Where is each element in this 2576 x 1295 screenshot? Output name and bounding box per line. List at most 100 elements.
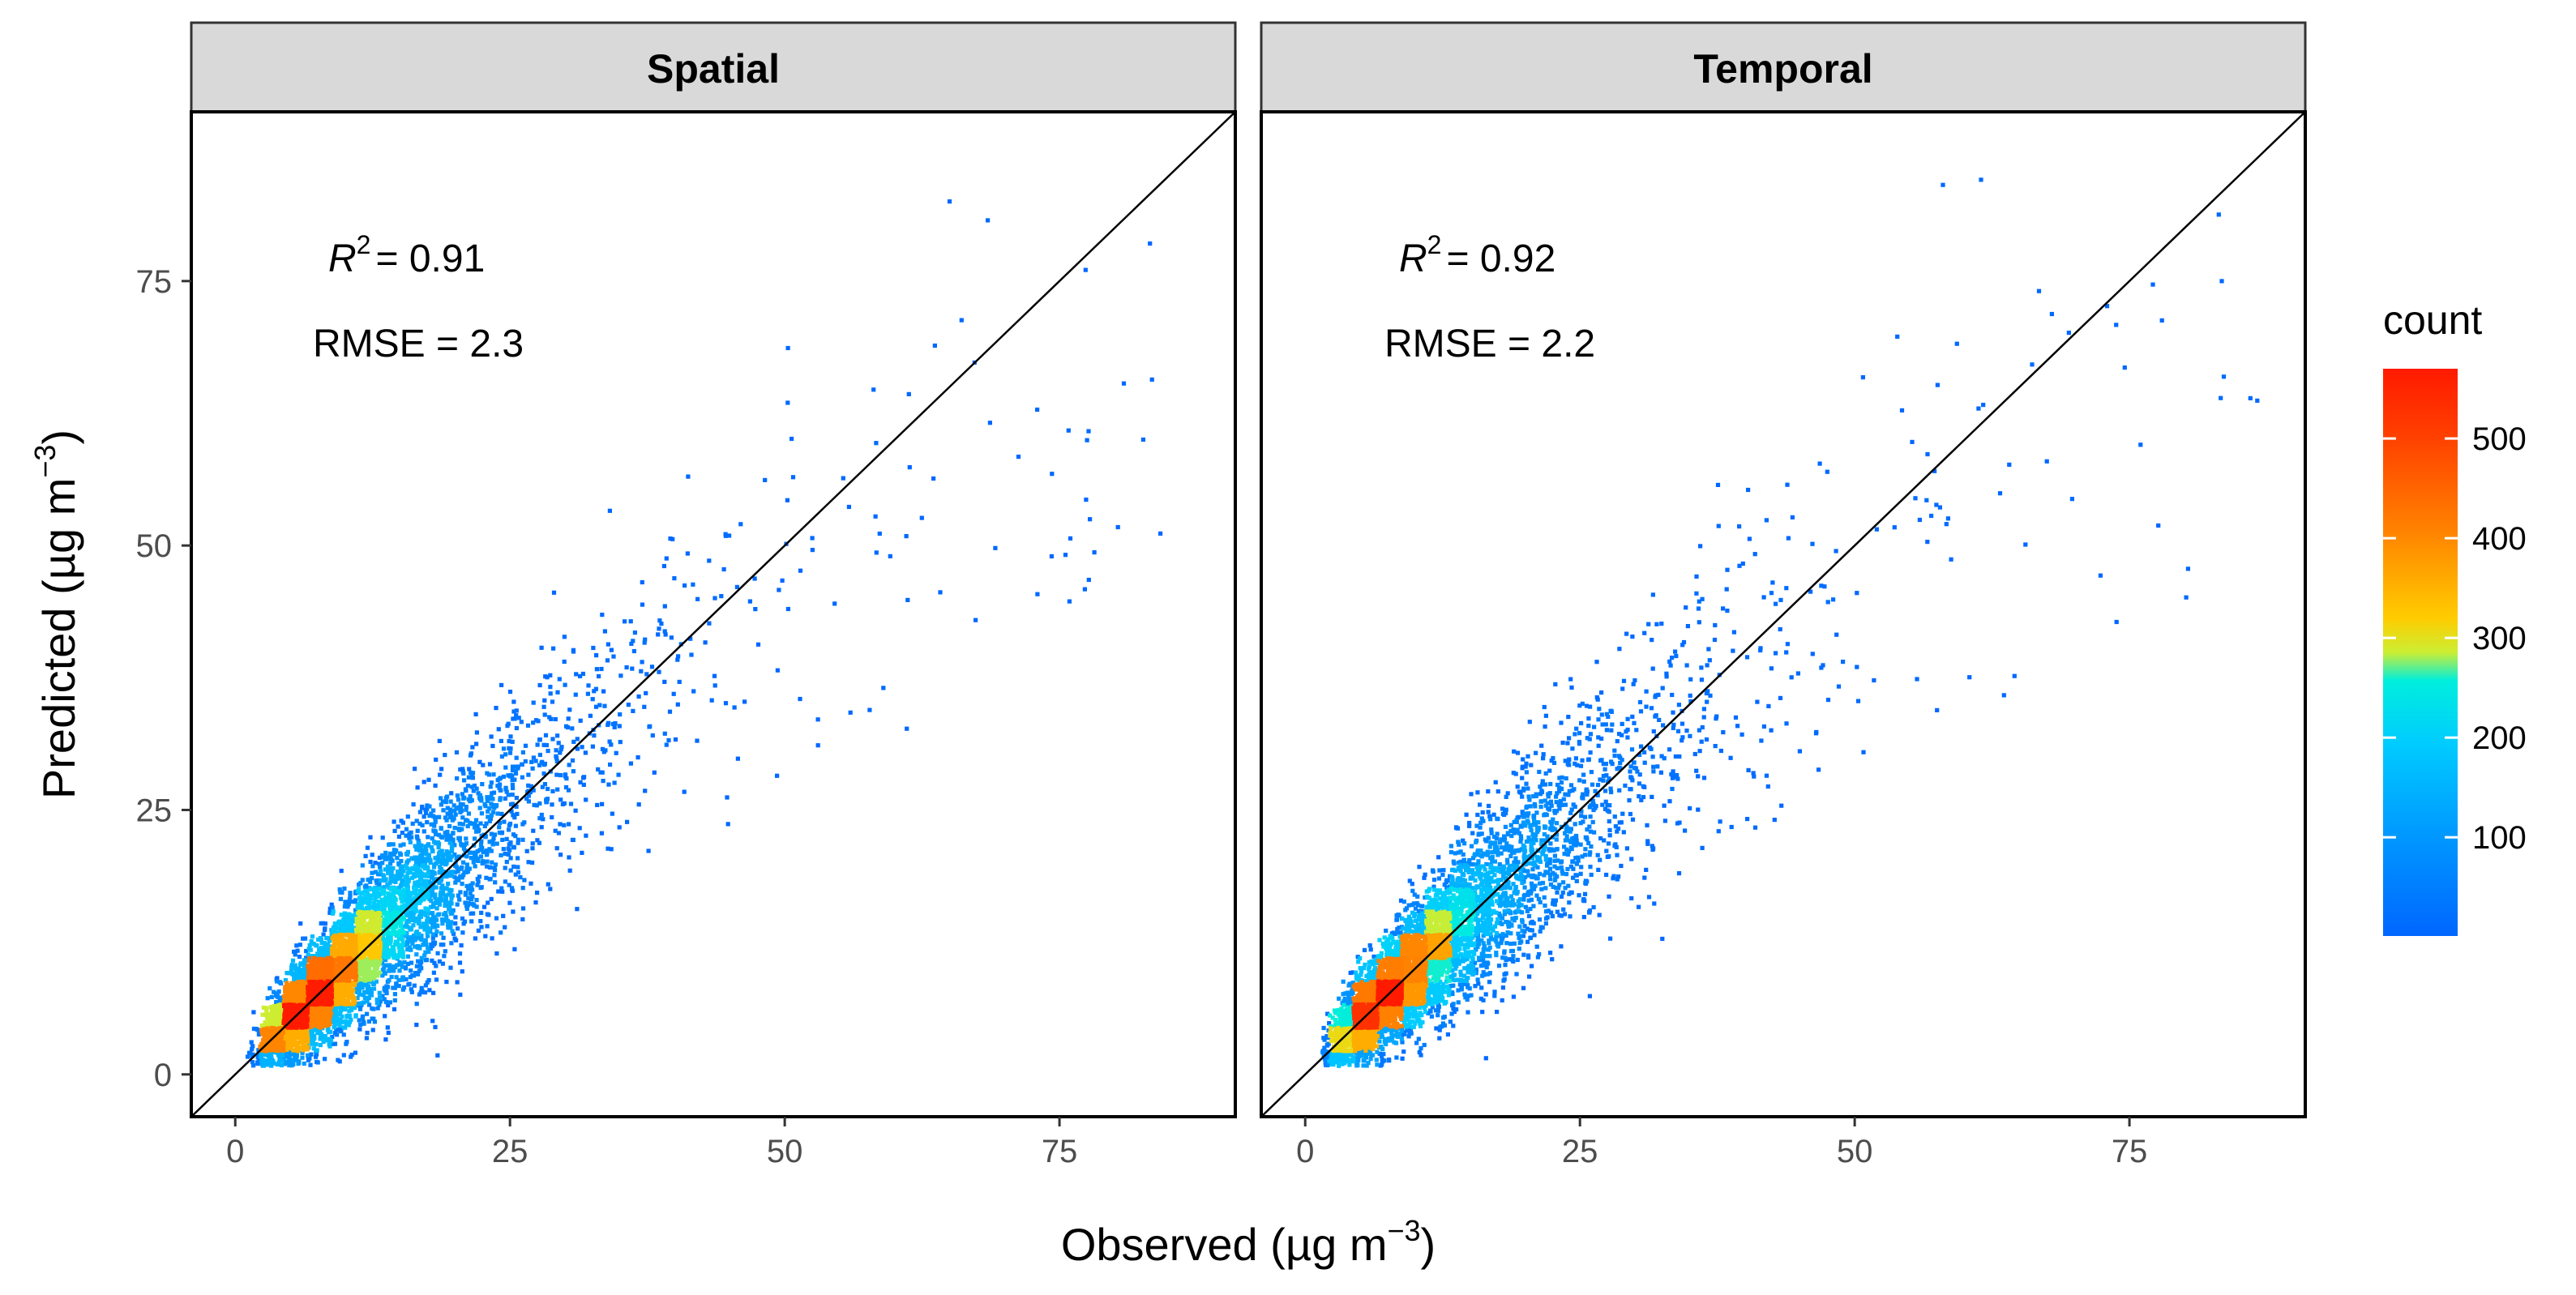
density-point: [1086, 429, 1091, 434]
density-point: [293, 963, 297, 968]
density-point: [437, 738, 442, 743]
density-point: [341, 917, 346, 922]
density-point: [497, 825, 502, 830]
density-point: [364, 972, 369, 977]
density-point: [388, 861, 393, 866]
density-point: [464, 904, 469, 908]
density-point: [375, 1006, 380, 1011]
density-point: [407, 836, 412, 840]
density-point: [422, 953, 427, 958]
density-point: [396, 861, 401, 865]
density-point: [433, 924, 438, 929]
density-point: [306, 1053, 310, 1058]
density-point: [357, 1027, 362, 1032]
density-point: [420, 863, 425, 868]
density-point: [405, 961, 410, 966]
density-point: [285, 1054, 289, 1059]
density-point: [785, 400, 790, 405]
density-point: [334, 970, 339, 975]
density-point: [434, 900, 439, 904]
density-point: [567, 707, 572, 712]
density-point: [419, 966, 424, 971]
density-point: [522, 820, 527, 825]
density-point: [580, 850, 584, 855]
density-point: [330, 905, 335, 910]
density-point: [357, 1007, 363, 1011]
density-point: [318, 1019, 323, 1024]
density-point: [542, 761, 547, 767]
density-point: [321, 932, 326, 937]
density-point: [297, 1059, 302, 1064]
density-point: [504, 836, 509, 841]
density-point: [417, 810, 422, 814]
density-point: [434, 906, 439, 911]
density-point: [370, 1028, 375, 1032]
density-point: [441, 869, 446, 874]
density-point: [601, 779, 605, 784]
density-point: [395, 955, 400, 959]
density-point: [475, 823, 480, 828]
density-point: [417, 862, 421, 867]
density-point: [454, 876, 459, 881]
density-point: [664, 742, 669, 747]
density-point: [370, 864, 375, 869]
density-point: [507, 883, 511, 887]
density-point: [332, 934, 336, 938]
density-point: [374, 878, 379, 883]
density-point: [376, 903, 381, 908]
density-point: [562, 823, 567, 827]
density-point: [526, 860, 531, 865]
density-point: [367, 904, 372, 908]
density-point: [274, 1000, 279, 1005]
density-point: [336, 1018, 340, 1023]
density-point: [370, 1016, 374, 1021]
density-point: [371, 986, 377, 991]
density-point: [434, 964, 439, 968]
density-point: [458, 805, 463, 810]
density-point: [480, 861, 485, 865]
density-point: [367, 899, 372, 904]
density-point: [362, 900, 366, 904]
density-point: [417, 889, 422, 894]
density-point: [431, 940, 436, 945]
density-point: [405, 882, 410, 887]
density-point: [323, 1057, 327, 1062]
density-point: [365, 1030, 370, 1036]
density-point: [376, 910, 381, 916]
density-point: [487, 818, 492, 823]
density-point: [434, 757, 439, 762]
density-point: [378, 869, 383, 874]
density-point: [272, 1016, 277, 1021]
density-point: [430, 888, 435, 893]
density-point: [483, 834, 488, 839]
density-point: [712, 683, 717, 688]
density-point: [874, 441, 879, 446]
density-point: [492, 865, 497, 870]
density-point: [494, 951, 499, 956]
density-point: [301, 972, 306, 977]
density-point: [426, 949, 431, 955]
density-point: [798, 568, 803, 573]
density-point: [323, 1034, 327, 1039]
density-point: [570, 758, 576, 763]
density-point: [320, 1013, 325, 1018]
density-point: [526, 783, 531, 788]
density-point: [447, 836, 451, 841]
density-point: [486, 900, 490, 905]
density-point: [265, 1015, 270, 1020]
density-point: [340, 987, 345, 992]
density-point: [479, 833, 484, 838]
density-point: [306, 952, 310, 957]
density-point: [431, 970, 436, 975]
density-point: [286, 1044, 291, 1049]
density-point: [551, 590, 557, 595]
density-point: [448, 811, 453, 816]
density-point: [451, 908, 456, 912]
density-point: [469, 896, 474, 901]
density-point: [437, 912, 442, 917]
density-point: [580, 745, 584, 750]
density-point: [417, 844, 421, 848]
density-point: [533, 900, 538, 905]
density-point: [334, 921, 339, 926]
density-point: [906, 391, 911, 396]
